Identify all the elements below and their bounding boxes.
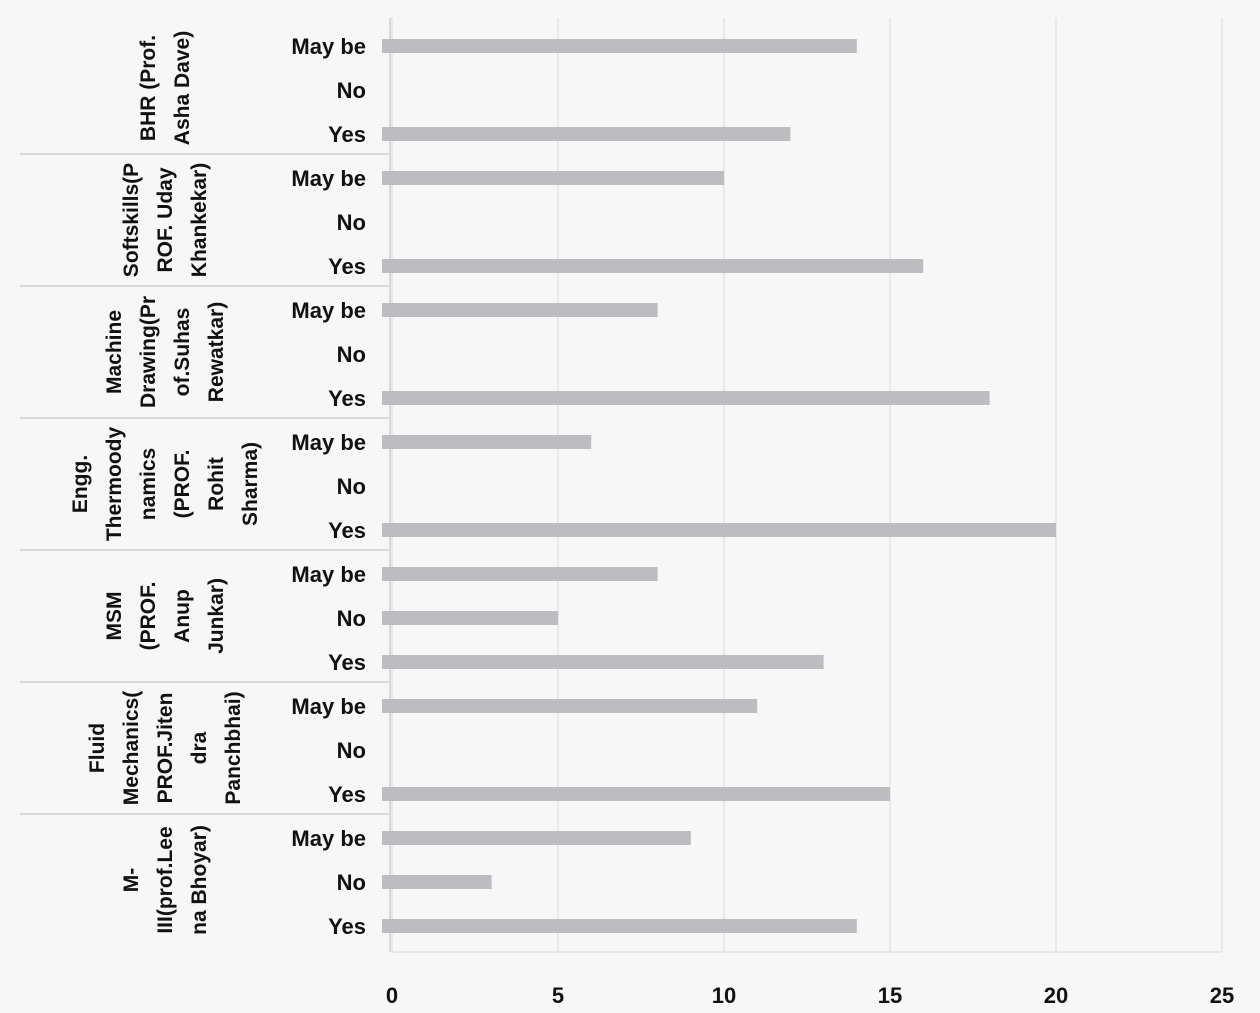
group-label: Engg. Thermoody namics (PROF. Rohit Sharma) — [69, 427, 262, 542]
bar — [382, 655, 824, 669]
category-label: Yes — [328, 518, 366, 543]
category-label: No — [337, 474, 366, 499]
bar — [382, 435, 592, 449]
bar — [382, 39, 857, 53]
group-label: Softskills(P ROF. Uday Khankekar) — [120, 163, 211, 277]
bars — [382, 39, 1056, 933]
x-tick-label: 5 — [552, 983, 564, 1008]
bar — [382, 787, 890, 801]
bar — [382, 303, 658, 317]
category-label: May be — [291, 430, 366, 455]
category-label: Yes — [328, 914, 366, 939]
category-label: Yes — [328, 254, 366, 279]
category-label: May be — [291, 826, 366, 851]
group-label: M- III(prof.Lee na Bhoyar) — [120, 825, 211, 935]
category-label: No — [337, 210, 366, 235]
bar — [382, 523, 1056, 537]
category-label: No — [337, 606, 366, 631]
category-label: May be — [291, 298, 366, 323]
x-axis-ticks: 0 5 10 15 20 25 — [386, 983, 1234, 1008]
category-label: No — [337, 738, 366, 763]
category-label: Yes — [328, 782, 366, 807]
x-tick-label: 0 — [386, 983, 398, 1008]
group-label: BHR (Prof. Asha Dave) — [137, 31, 194, 145]
category-label: May be — [291, 166, 366, 191]
category-label: No — [337, 78, 366, 103]
grid — [391, 18, 1223, 953]
category-labels: May be No Yes May be No Yes May be No Yes May be N… — [291, 34, 366, 939]
group-label: Fluid Mechanics(PROF.Jiten dra Panchbhai) — [86, 691, 245, 805]
bar — [382, 699, 758, 713]
bar — [382, 127, 791, 141]
category-label: No — [337, 870, 366, 895]
category-label: No — [337, 342, 366, 367]
category-label: May be — [291, 562, 366, 587]
x-tick-label: 15 — [878, 983, 902, 1008]
x-tick-label: 10 — [712, 983, 736, 1008]
bar — [382, 611, 558, 625]
category-label: May be — [291, 34, 366, 59]
bar — [382, 171, 724, 185]
category-label: Yes — [328, 122, 366, 147]
category-label: Yes — [328, 386, 366, 411]
bar — [382, 831, 691, 845]
category-label: May be — [291, 694, 366, 719]
bar — [382, 875, 492, 889]
category-label: Yes — [328, 650, 366, 675]
bar — [382, 259, 924, 273]
x-tick-label: 25 — [1210, 983, 1234, 1008]
x-tick-label: 20 — [1044, 983, 1068, 1008]
group-labels: BHR (Prof. Asha Dave) Softskills(P ROF. Uda… — [69, 31, 262, 935]
bar — [382, 391, 990, 405]
bar — [382, 919, 857, 933]
bar — [382, 567, 658, 581]
group-label: Machine Drawing(Pr of.Suhas Rewatkar) — [103, 296, 228, 408]
group-label: MSM (PROF. Anup Junkar) — [103, 578, 228, 654]
